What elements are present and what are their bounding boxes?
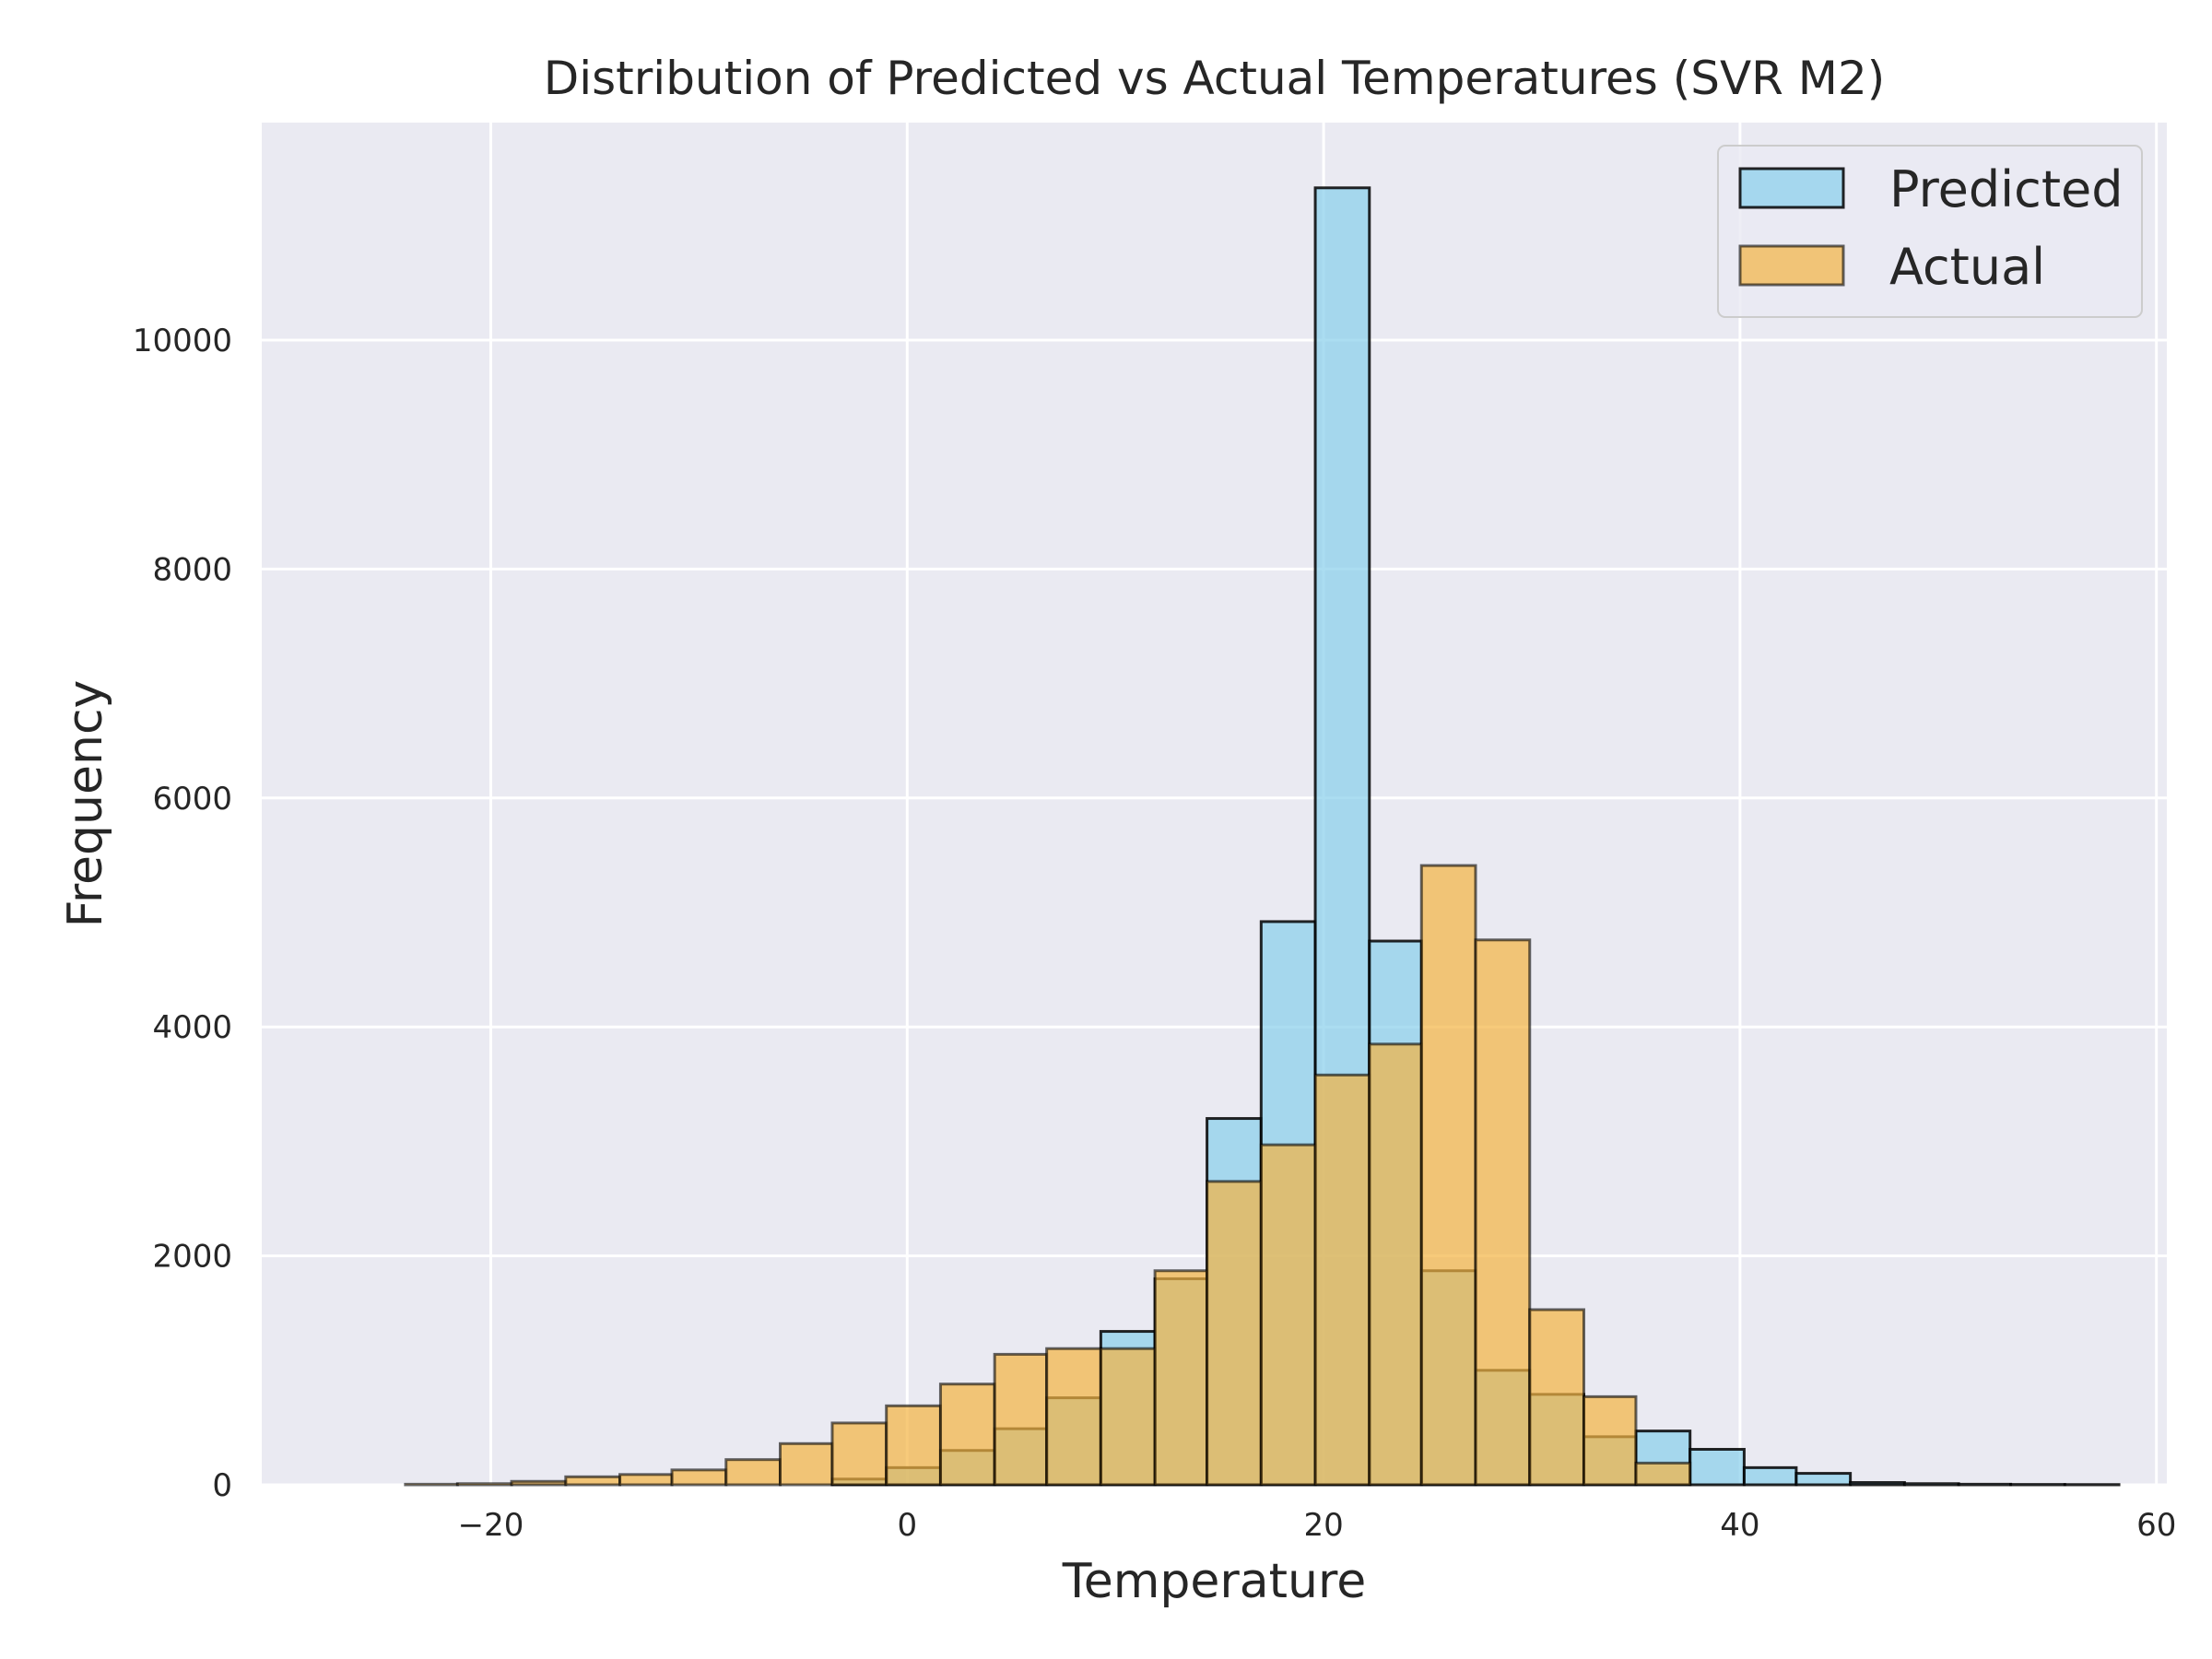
bar-actual xyxy=(830,1421,888,1487)
bar-actual xyxy=(510,1479,568,1487)
x-tick-label: 0 xyxy=(897,1507,917,1544)
legend-label-predicted: Predicted xyxy=(1889,160,2124,218)
legend-swatch-predicted xyxy=(1738,167,1845,209)
bar-predicted xyxy=(1957,1482,2013,1487)
legend: Predicted Actual xyxy=(1717,145,2143,318)
bar-actual xyxy=(1206,1180,1263,1487)
legend-swatch-actual xyxy=(1738,244,1845,287)
bar-actual xyxy=(1313,1073,1371,1487)
y-tick-labels: 0 2000 4000 6000 8000 10000 xyxy=(133,323,232,1504)
bar-actual xyxy=(1368,1042,1423,1487)
x-axis-label: Temperature xyxy=(1062,1554,1366,1609)
bar-actual xyxy=(885,1404,942,1487)
bar-actual xyxy=(778,1441,834,1487)
bar-predicted xyxy=(1794,1472,1853,1487)
chart-title: Distribution of Predicted vs Actual Temp… xyxy=(544,52,1886,105)
legend-label-actual: Actual xyxy=(1889,238,2045,296)
bar-actual xyxy=(1634,1461,1692,1487)
y-axis-label: Frequency xyxy=(58,680,113,928)
y-tick-label: 8000 xyxy=(152,551,232,588)
bar-actual xyxy=(938,1382,996,1487)
bar-actual xyxy=(455,1482,513,1487)
bar-actual xyxy=(1259,1143,1317,1487)
bar-predicted xyxy=(1902,1482,1960,1487)
bar-actual xyxy=(1045,1347,1102,1487)
bar-actual xyxy=(564,1475,622,1487)
bar-actual xyxy=(993,1352,1049,1487)
bar-predicted xyxy=(1688,1447,1746,1487)
x-tick-label: 20 xyxy=(1303,1507,1343,1544)
bar-actual xyxy=(670,1468,728,1487)
y-tick-label: 2000 xyxy=(152,1239,232,1276)
bar-actual xyxy=(1419,864,1477,1487)
y-tick-label: 10000 xyxy=(133,323,232,359)
x-tick-labels: −20 0 20 40 60 xyxy=(458,1507,2177,1544)
bar-predicted xyxy=(1742,1465,1798,1487)
x-tick-label: −20 xyxy=(458,1507,524,1544)
bar-predicted xyxy=(1849,1481,1906,1487)
bar-actual xyxy=(1099,1347,1157,1487)
bar-actual xyxy=(1153,1269,1209,1487)
bar-actual xyxy=(1528,1308,1585,1487)
bar-actual xyxy=(1582,1394,1638,1487)
y-tick-label: 4000 xyxy=(152,1009,232,1046)
bar-actual xyxy=(724,1458,782,1487)
x-tick-label: 60 xyxy=(2136,1507,2176,1544)
bar-actual xyxy=(404,1482,459,1487)
bar-actual xyxy=(618,1473,674,1487)
y-tick-label: 0 xyxy=(212,1467,232,1504)
y-tick-label: 6000 xyxy=(152,781,232,818)
x-tick-label: 40 xyxy=(1720,1507,1759,1544)
bars-layer xyxy=(404,186,2121,1487)
bar-actual xyxy=(1474,938,1532,1487)
series-actual-bars xyxy=(404,864,1692,1487)
